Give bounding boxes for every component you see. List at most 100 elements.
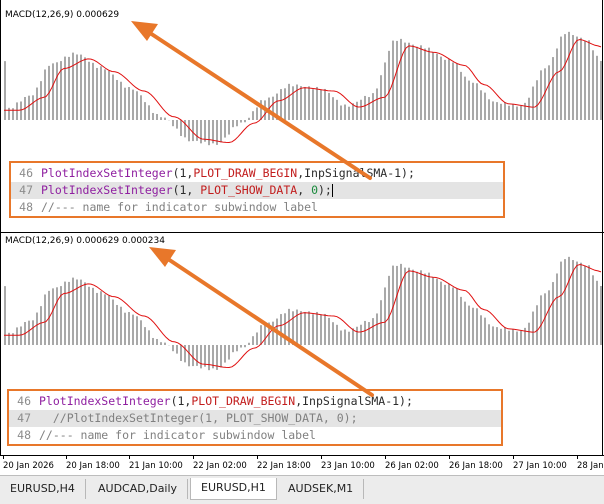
histogram-bar — [428, 48, 430, 120]
histogram-bar — [200, 345, 202, 368]
histogram-bar — [396, 41, 398, 120]
histogram-bar — [204, 345, 206, 367]
histogram-bar — [588, 265, 590, 345]
histogram-bar — [200, 120, 202, 143]
line-number: 46 — [9, 393, 39, 410]
histogram-bar — [564, 259, 566, 345]
histogram-bar — [552, 57, 554, 120]
histogram-bar — [488, 324, 490, 345]
histogram-bar — [180, 120, 182, 136]
histogram-bar — [240, 120, 242, 123]
histogram-bar — [308, 311, 310, 345]
code-token: PLOT_DRAW_BEGIN — [193, 166, 297, 180]
histogram-bar — [388, 51, 390, 120]
time-tick-label: 21 Jan 10:00 — [129, 461, 183, 471]
histogram-bar — [220, 120, 222, 142]
histogram-bar — [264, 100, 266, 120]
histogram-bar — [448, 284, 450, 345]
code-token: PLOT_DRAW_BEGIN — [191, 394, 295, 408]
histogram-bar — [160, 342, 162, 345]
histogram-bar — [484, 318, 486, 345]
histogram-bar — [532, 87, 534, 120]
histogram-bar — [164, 343, 166, 345]
histogram-bar — [288, 309, 290, 345]
histogram-bar — [596, 281, 598, 345]
histogram-bar — [436, 279, 438, 345]
histogram-bar — [224, 120, 226, 138]
histogram-bar — [412, 270, 414, 345]
histogram-bar — [492, 326, 494, 345]
histogram-bar — [172, 120, 174, 126]
histogram-bar — [100, 66, 102, 120]
histogram-bar — [304, 312, 306, 345]
histogram-bar — [128, 87, 130, 120]
histogram-bar — [260, 100, 262, 120]
histogram-bar — [176, 120, 178, 129]
time-tick-mark — [193, 456, 194, 459]
time-tick-mark — [129, 456, 130, 459]
histogram-bar — [460, 297, 462, 345]
histogram-bar — [84, 57, 86, 120]
line-number: 48 — [9, 427, 39, 444]
histogram-bar — [64, 282, 66, 345]
histogram-bar — [492, 101, 494, 120]
code-token: PlotIndexSetInteger — [41, 183, 173, 197]
histogram-bar — [284, 88, 286, 120]
histogram-bar — [528, 98, 530, 120]
histogram-bar — [568, 257, 570, 345]
histogram-bar — [64, 57, 66, 120]
code-token: (1, — [173, 183, 201, 197]
histogram-bar — [96, 68, 98, 120]
time-tick-mark — [3, 456, 4, 459]
time-tick-mark — [66, 456, 67, 459]
histogram-bar — [44, 69, 46, 120]
histogram-bar — [456, 289, 458, 345]
histogram-bar — [324, 314, 326, 345]
histogram-bar — [464, 302, 466, 345]
histogram-bar — [8, 108, 10, 120]
histogram-bar — [424, 274, 426, 345]
histogram-bar — [496, 102, 498, 120]
histogram-bar — [236, 345, 238, 351]
histogram-bar — [496, 327, 498, 345]
histogram-bar — [172, 345, 174, 351]
time-tick-label: 27 Jan 10:00 — [513, 461, 567, 471]
histogram-bar — [532, 312, 534, 345]
tab-audcad-daily[interactable]: AUDCAD,Daily — [88, 479, 188, 499]
histogram-bar — [360, 325, 362, 345]
histogram-bar — [156, 339, 158, 345]
histogram-bar — [284, 313, 286, 345]
histogram-bar — [404, 43, 406, 120]
histogram-bar — [452, 62, 454, 120]
histogram-bar — [580, 263, 582, 345]
histogram-bar — [368, 322, 370, 345]
code-token: 0 — [311, 183, 318, 197]
histogram-bar — [524, 103, 526, 120]
histogram-bar — [568, 32, 570, 120]
time-tick-mark — [257, 456, 258, 459]
tab-eurusd-h1[interactable]: EURUSD,H1 — [190, 478, 277, 500]
histogram-bar — [560, 37, 562, 120]
line-number: 47 — [9, 410, 39, 427]
histogram-bar — [328, 318, 330, 345]
histogram-bar — [228, 120, 230, 135]
histogram-bar — [44, 294, 46, 345]
histogram-bar — [540, 70, 542, 120]
histogram-bar — [452, 287, 454, 345]
histogram-bar — [576, 262, 578, 345]
histogram-bar — [388, 276, 390, 345]
tab-audsek-m1[interactable]: AUDSEK,M1 — [278, 479, 364, 499]
histogram-bar — [400, 264, 402, 345]
tab-eurusd-h4[interactable]: EURUSD,H4 — [0, 479, 86, 499]
histogram-bar — [592, 275, 594, 345]
histogram-bar — [92, 288, 94, 345]
histogram-bar — [256, 107, 258, 120]
histogram-bar — [192, 120, 194, 141]
histogram-bar — [320, 90, 322, 120]
histogram-bar — [508, 331, 510, 345]
histogram-bar — [120, 307, 122, 345]
